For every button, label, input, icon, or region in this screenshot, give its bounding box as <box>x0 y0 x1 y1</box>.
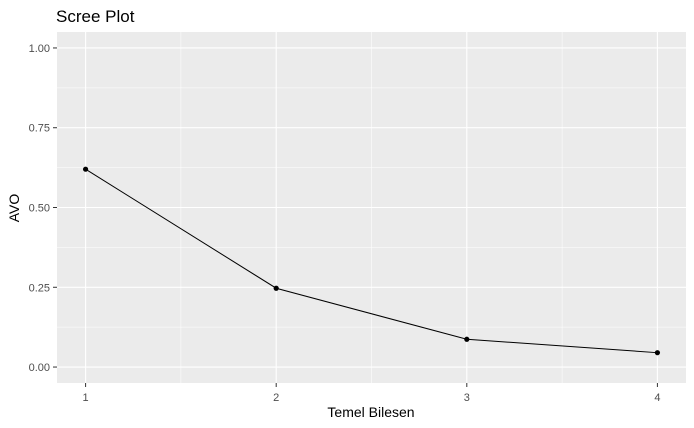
x-tick-label: 3 <box>464 392 470 404</box>
series-line <box>85 168 658 354</box>
x-tick-label: 1 <box>83 392 89 404</box>
x-axis-title: Temel Bilesen <box>327 404 414 420</box>
grid-major <box>57 32 686 383</box>
x-tick-label: 2 <box>273 392 279 404</box>
y-tick-label: 0.50 <box>29 203 50 215</box>
data-point <box>82 166 89 172</box>
x-axis: 1 2 3 4 <box>83 383 660 404</box>
y-tick-label: 0.00 <box>29 362 50 374</box>
data-point <box>654 350 661 356</box>
y-axis: 0.00 0.25 0.50 0.75 1.00 <box>29 43 57 374</box>
y-tick-label: 1.00 <box>29 43 50 55</box>
y-tick-label: 0.25 <box>29 282 50 294</box>
chart-title: Scree Plot <box>56 7 135 26</box>
y-tick-label: 0.75 <box>29 123 50 135</box>
data-point <box>464 336 470 342</box>
x-tick-label: 4 <box>654 392 660 404</box>
y-axis-title: AVO <box>6 194 22 223</box>
series-group <box>82 166 661 356</box>
data-point <box>273 285 279 291</box>
